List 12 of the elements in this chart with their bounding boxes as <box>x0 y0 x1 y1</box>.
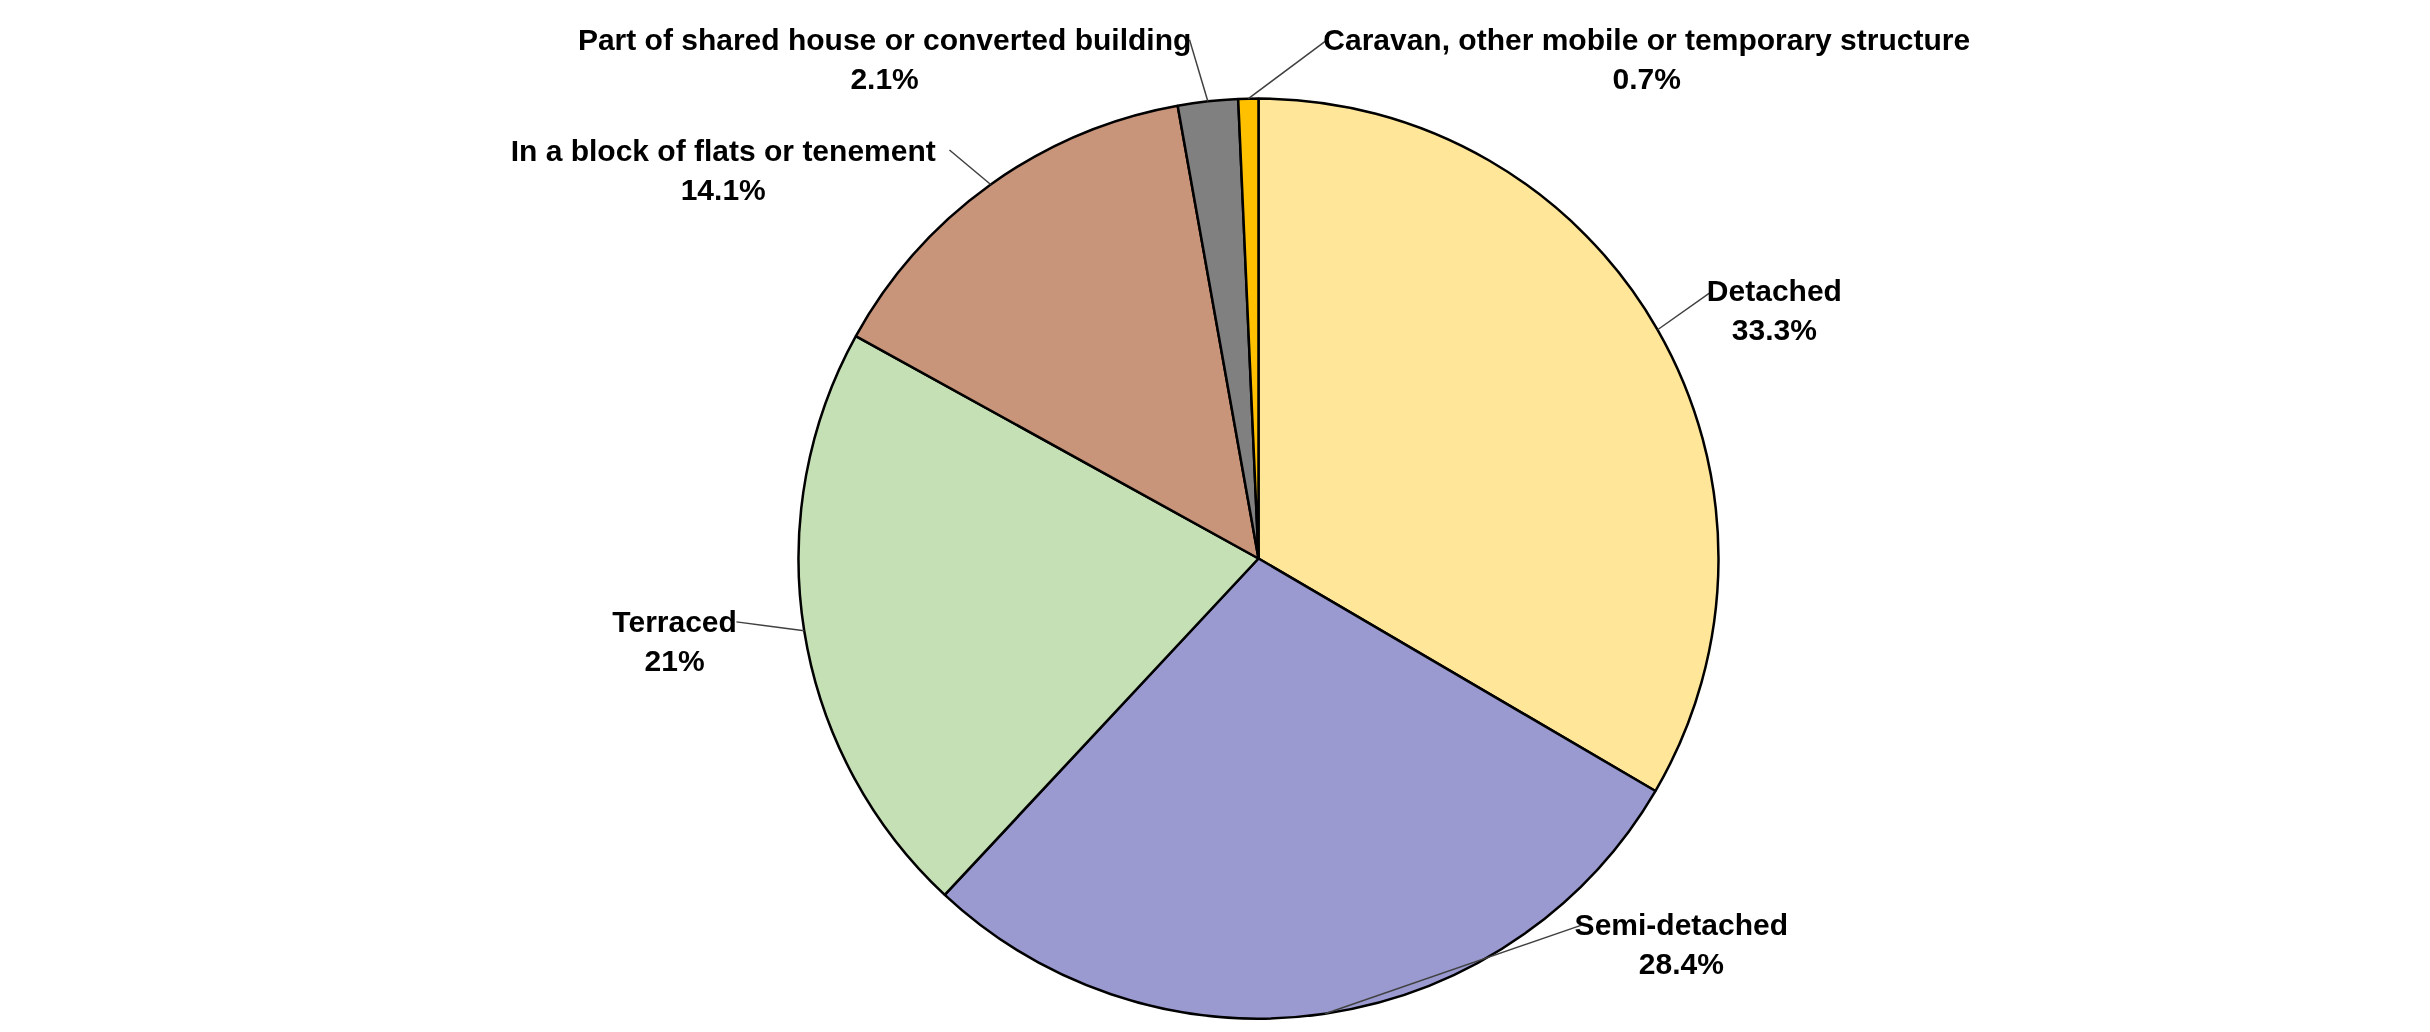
data-label: 2.1% <box>850 62 919 96</box>
slice-label: Part of shared house or converted building <box>577 23 1192 57</box>
slice-label: Terraced <box>612 605 737 639</box>
slice-label: Semi-detached <box>1574 907 1789 941</box>
slice-label: In a block of flats or tenement <box>510 133 936 167</box>
slice-label: Detached <box>1706 274 1842 308</box>
data-label: 28.4% <box>1638 947 1724 980</box>
data-label: 21% <box>644 644 705 678</box>
data-label: 33.3% <box>1731 313 1817 347</box>
data-label: 0.7% <box>1612 62 1681 96</box>
slice-label: Caravan, other mobile or temporary structure <box>1323 23 1971 57</box>
data-label: 14.1% <box>680 172 766 206</box>
